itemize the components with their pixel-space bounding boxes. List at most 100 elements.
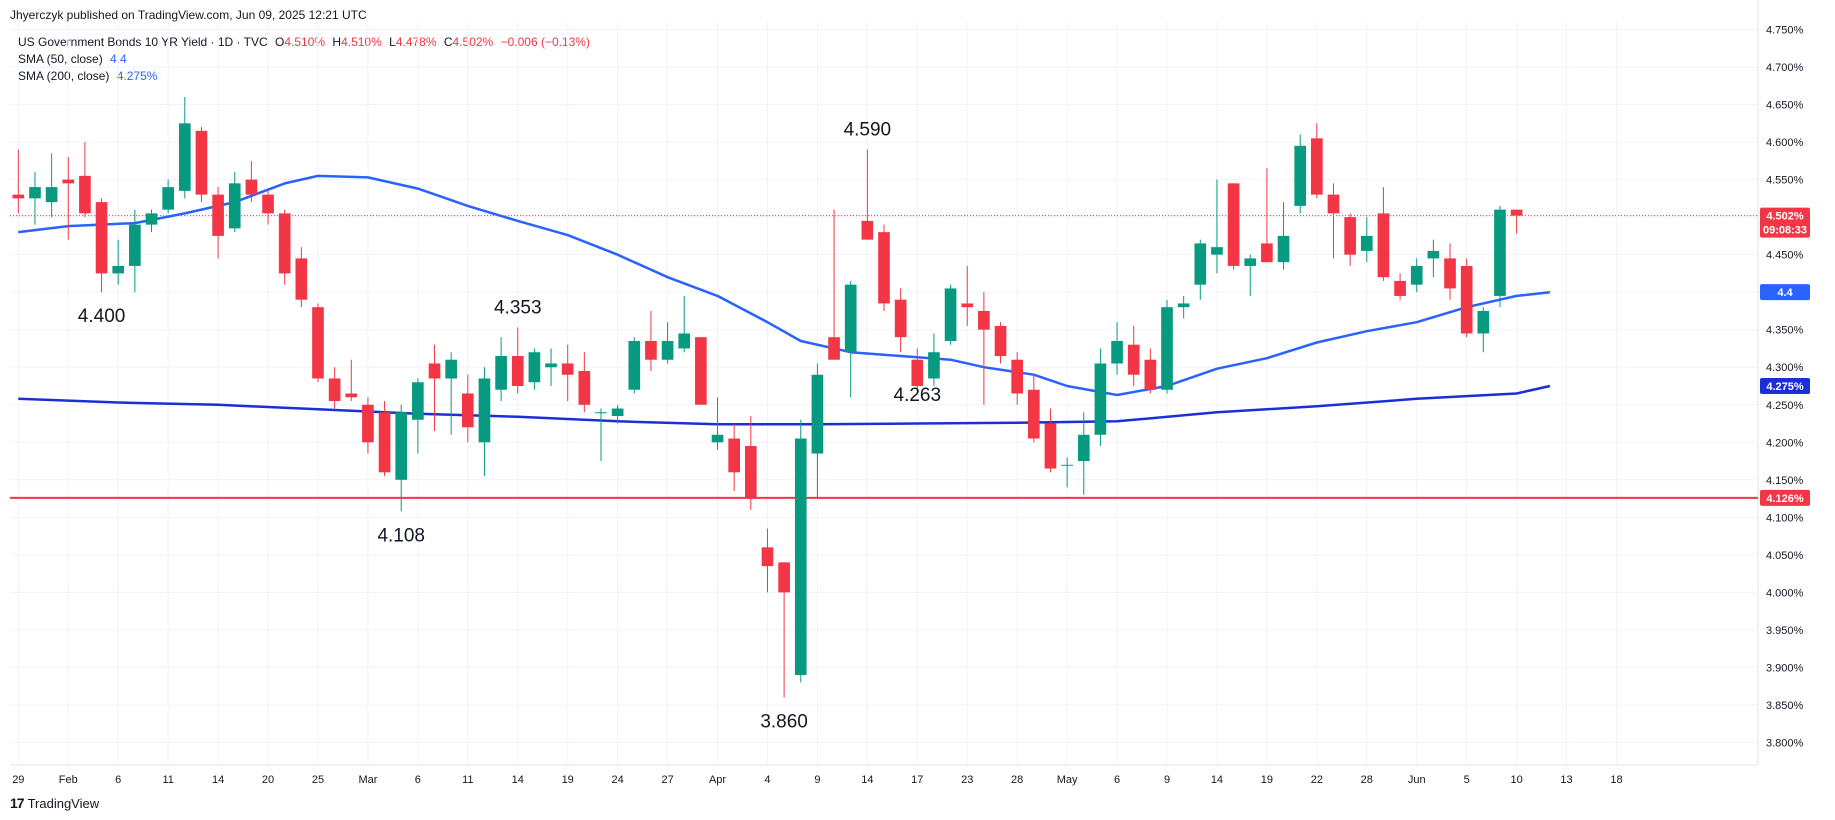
candle-body (744, 446, 757, 499)
candle-body (1510, 209, 1523, 216)
candle-body (1444, 258, 1456, 289)
y-tick-label: 4.700% (1766, 62, 1804, 74)
candle-body (828, 337, 840, 360)
candle-body (1127, 344, 1140, 375)
candle (1360, 217, 1373, 263)
x-tick-label: 14 (861, 774, 873, 786)
tradingview-logo-icon: 17 (10, 795, 25, 811)
candle-body (295, 258, 308, 300)
candle-body (461, 393, 474, 428)
candle (79, 142, 91, 218)
x-tick-label: 28 (1011, 774, 1023, 786)
y-tick-label: 3.850% (1766, 700, 1804, 712)
candle-body (1294, 145, 1307, 206)
x-tick-label: 29 (12, 774, 24, 786)
price-tag-countdown: 09:08:33 (1763, 225, 1807, 237)
candle (844, 280, 857, 398)
candle (195, 127, 208, 203)
candle (1211, 179, 1223, 274)
candle-body (95, 202, 108, 274)
price-tag-bg (1760, 489, 1810, 506)
y-tick-label: 3.950% (1766, 625, 1804, 637)
y-tick-label: 4.550% (1766, 175, 1804, 187)
candle-body (428, 363, 441, 379)
price-annotation: 3.860 (760, 711, 808, 732)
candle (711, 397, 724, 450)
candle (12, 149, 25, 214)
candle (1011, 352, 1024, 405)
candle (1460, 258, 1473, 338)
candle-body (928, 352, 940, 379)
ohlc-c-value: 4.502% (452, 35, 494, 49)
candle (362, 397, 374, 454)
price-tag-label: 4.126% (1766, 493, 1804, 505)
candle-body (1211, 247, 1223, 255)
x-tick-label: 19 (562, 774, 574, 786)
candle (1477, 307, 1490, 353)
candle-body (162, 187, 174, 210)
candle (661, 322, 674, 364)
candle (761, 528, 774, 593)
candle-body (878, 232, 890, 304)
x-tick-label: 11 (162, 774, 173, 786)
candle-body (1094, 363, 1107, 435)
candle (178, 97, 191, 199)
price-tag-bg (1760, 207, 1810, 238)
candle-body (245, 179, 258, 195)
candle (461, 374, 474, 443)
candle (278, 209, 291, 285)
sma200-legend-row[interactable]: SMA (200, close) 4.275% (18, 68, 590, 85)
candle-body (1377, 213, 1390, 278)
candle (1510, 209, 1523, 234)
tradingview-brand[interactable]: 17 TradingView (10, 795, 99, 811)
candle (794, 419, 807, 683)
candle-body (1161, 307, 1173, 390)
candle (561, 344, 574, 402)
candle-body (228, 183, 241, 229)
y-tick-label: 4.100% (1766, 512, 1804, 524)
candle-body (1028, 389, 1040, 439)
sma200-label: SMA (200, close) (18, 69, 110, 83)
candle-body (1244, 258, 1257, 266)
price-annotation: 4.400 (78, 306, 126, 327)
candle-body (79, 175, 91, 214)
candle (228, 172, 241, 233)
candle-body (645, 340, 657, 360)
candle-body (761, 547, 774, 567)
candle-body (1410, 265, 1423, 285)
candle-body (711, 434, 724, 443)
candle (595, 408, 607, 462)
y-tick-label: 4.250% (1766, 400, 1804, 412)
x-tick-label: 25 (312, 774, 324, 786)
candle-body (1177, 303, 1190, 308)
candle (1311, 123, 1323, 199)
candle (528, 348, 541, 390)
candle (1410, 258, 1423, 293)
x-tick-label: 22 (1311, 774, 1323, 786)
candle (911, 348, 924, 394)
y-tick-label: 4.150% (1766, 475, 1804, 487)
symbol-title: US Government Bonds 10 YR Yield · 1D · T… (18, 35, 268, 49)
candle (1444, 243, 1456, 300)
price-annotation: 4.108 (377, 525, 425, 546)
candle (744, 416, 757, 510)
candle-body (661, 340, 674, 360)
candle (861, 149, 874, 240)
candle-body (445, 359, 457, 379)
candle (1294, 134, 1307, 214)
price-annotation: 4.353 (494, 297, 542, 318)
ohlc-c-label: C (443, 35, 453, 49)
candle-body (12, 194, 25, 199)
candle-body (262, 194, 274, 214)
candle (45, 153, 58, 218)
x-tick-label: May (1057, 774, 1078, 786)
y-tick-label: 4.200% (1766, 437, 1804, 449)
candle (1277, 202, 1290, 270)
candle-body (595, 412, 607, 414)
candle (445, 352, 457, 435)
x-tick-label: 6 (415, 774, 421, 786)
candle-body (1261, 243, 1273, 263)
candle-body (1061, 464, 1073, 466)
candle (628, 337, 641, 394)
